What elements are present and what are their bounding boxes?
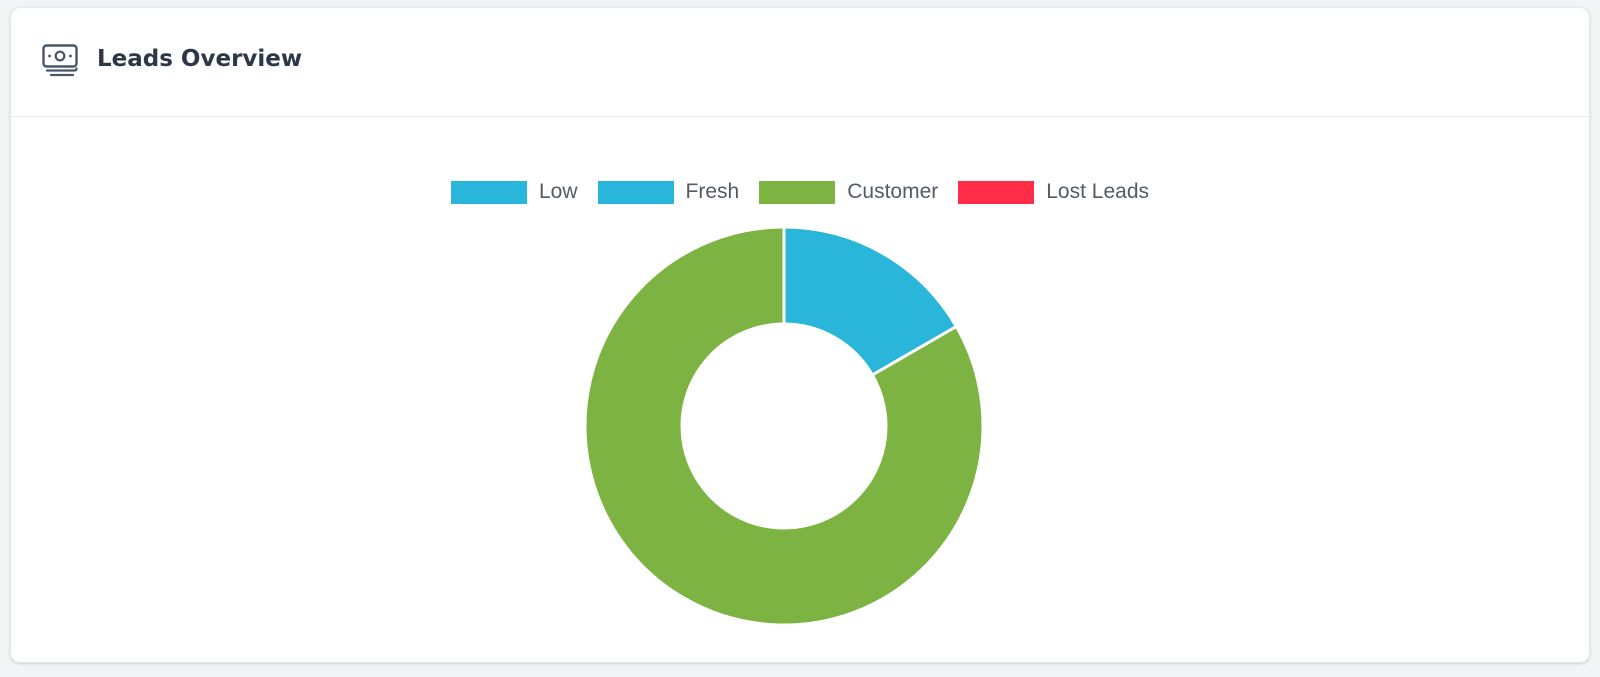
legend-item[interactable]: Customer <box>759 180 938 204</box>
legend-swatch <box>759 180 836 204</box>
legend-swatch <box>597 180 674 204</box>
legend-item[interactable]: Fresh <box>597 180 740 204</box>
legend-label: Low <box>539 180 578 203</box>
legend-label: Customer <box>847 180 939 203</box>
leads-overview-card: Leads Overview Low Fresh Customer Lost Lead… <box>10 7 1590 663</box>
card-header: Leads Overview <box>11 8 1589 117</box>
chart-legend: Low Fresh Customer Lost Leads <box>11 180 1589 204</box>
legend-label: Lost Leads <box>1046 180 1149 203</box>
legend-swatch <box>958 180 1035 204</box>
legend-label: Fresh <box>685 180 740 203</box>
money-bill-icon <box>42 44 78 77</box>
legend-item[interactable]: Lost Leads <box>958 180 1149 204</box>
donut-slice-customer[interactable] <box>583 225 985 627</box>
legend-item[interactable]: Low <box>451 180 578 204</box>
legend-swatch <box>451 180 527 204</box>
donut-slice-fresh[interactable] <box>782 225 959 378</box>
leads-donut-chart <box>583 225 985 627</box>
card-title: Leads Overview <box>97 46 303 72</box>
